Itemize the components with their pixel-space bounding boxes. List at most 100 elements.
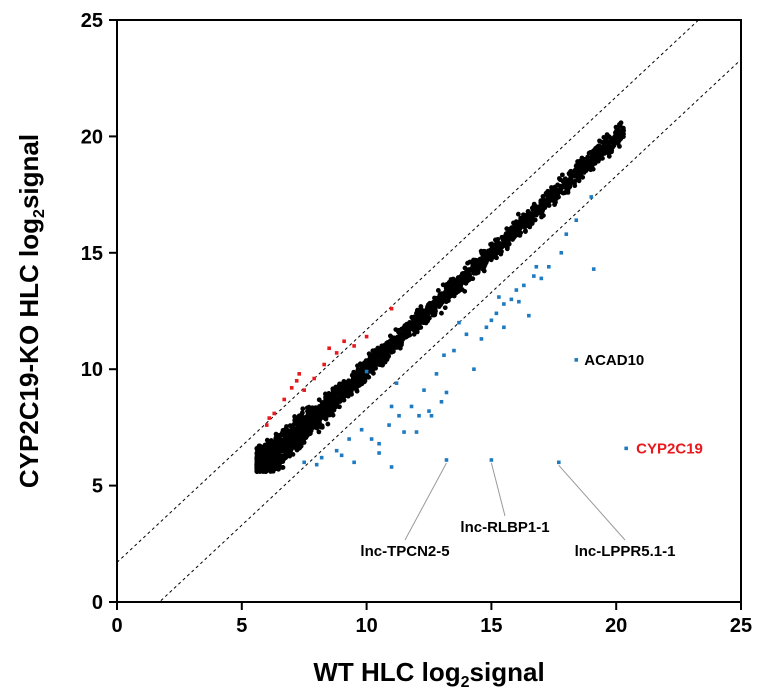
down-point: [532, 274, 536, 278]
labeled-point: [389, 465, 394, 469]
bulk-point: [333, 400, 339, 406]
bulk-point: [303, 414, 309, 420]
bulk-point: [409, 314, 415, 320]
down-point: [422, 388, 426, 392]
bulk-point: [400, 336, 406, 342]
down-point: [369, 437, 374, 441]
bulk-point: [392, 344, 398, 350]
bulk-point: [584, 166, 589, 172]
bulk-point: [546, 196, 552, 201]
bulk-point: [574, 167, 580, 173]
bulk-point: [602, 140, 608, 146]
bulk-point: [320, 412, 325, 418]
bulk-point: [591, 152, 597, 158]
bulk-point: [292, 417, 298, 423]
labeled-point: [624, 446, 628, 451]
bulk-point: [435, 288, 441, 293]
down-point: [429, 413, 434, 418]
axis-ticks: 0 5 10 15 20 25 0 5 10 15 20 25: [81, 10, 752, 637]
bulk-point: [411, 331, 417, 337]
bulk-point: [293, 436, 299, 441]
labeled-point: [556, 460, 561, 465]
bulk-point: [259, 452, 265, 458]
bulk-point: [598, 147, 604, 153]
bulk-point: [300, 406, 306, 412]
x-tick-label: 20: [605, 615, 627, 637]
bulk-point: [574, 162, 580, 168]
labeled-point: [574, 358, 579, 362]
down-point: [457, 320, 461, 325]
bulk-point: [595, 158, 601, 164]
annotation-label: ACAD10: [584, 352, 644, 369]
bulk-point: [254, 469, 260, 475]
bulk-point: [325, 421, 331, 427]
bulk-point: [601, 151, 607, 156]
bulk-point: [424, 315, 430, 321]
down-point: [334, 448, 339, 453]
up-point: [312, 376, 316, 381]
bulk-point: [259, 462, 264, 468]
bulk-point: [279, 430, 285, 436]
plot-frame: [116, 19, 742, 603]
bulk-point: [299, 419, 304, 425]
down-point: [389, 404, 394, 409]
x-tick-label: 5: [236, 615, 247, 637]
down-point: [522, 283, 526, 288]
labeled-point: [444, 458, 449, 462]
down-point: [489, 318, 494, 323]
bulk-point: [419, 319, 425, 325]
bulk-point: [283, 455, 288, 461]
bulk-point: [340, 397, 346, 403]
bulk-point: [547, 190, 552, 196]
bulk-point: [306, 404, 312, 410]
bulk-point: [324, 402, 330, 408]
bulk-point: [417, 311, 423, 317]
down-point: [502, 302, 506, 306]
bulk-point: [542, 205, 548, 211]
bulk-point: [302, 422, 308, 428]
bulk-point: [617, 122, 622, 127]
bulk-point: [511, 234, 517, 239]
down-point: [494, 311, 499, 316]
labeled-point: [314, 462, 319, 467]
bulk-point: [582, 157, 588, 162]
down-point: [464, 332, 469, 337]
bulk-point: [438, 299, 444, 305]
bulk-point: [312, 422, 318, 428]
bulk-point: [334, 387, 340, 392]
down-point: [539, 276, 544, 281]
bulk-point: [559, 172, 565, 178]
y-axis-title: CYP2C19-KO HLC log2signal: [14, 134, 48, 488]
bulk-point: [517, 218, 523, 224]
bulk-point: [342, 387, 348, 393]
bulk-point: [356, 368, 362, 374]
bulk-point: [329, 399, 335, 405]
bulk-point: [371, 357, 377, 362]
bulk-point: [357, 361, 363, 367]
bulk-point: [316, 416, 322, 422]
bulk-point: [323, 416, 329, 422]
bulk-point: [364, 372, 370, 378]
bulk-point: [526, 210, 532, 216]
bulk-point: [263, 464, 269, 470]
down-point: [319, 455, 324, 460]
bulk-point: [612, 134, 618, 139]
bulk-point: [465, 267, 471, 273]
bulk-point: [495, 236, 501, 242]
bulk-point: [521, 218, 527, 224]
down-point: [479, 337, 484, 341]
bulk-point: [507, 226, 512, 232]
labeled-point: [591, 267, 596, 271]
bulk-point: [539, 214, 544, 220]
bulk-point: [543, 190, 549, 196]
threshold-line-2: [158, 59, 741, 602]
bulk-point: [339, 391, 345, 396]
bulk-point: [368, 368, 374, 374]
bulk-point: [328, 396, 334, 401]
bulk-point: [363, 360, 369, 366]
bulk-point: [502, 238, 507, 243]
bulk-point: [449, 289, 455, 295]
bulk-point: [267, 447, 273, 453]
bulk-point: [353, 374, 359, 380]
